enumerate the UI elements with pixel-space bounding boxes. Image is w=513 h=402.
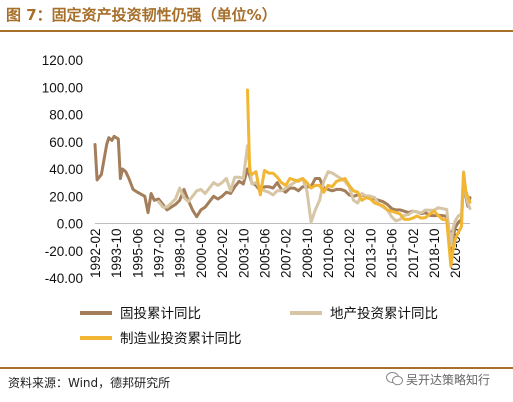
y-tick-label: -20.00 xyxy=(45,244,83,259)
y-tick-label: 120.00 xyxy=(42,53,83,68)
y-tick-label: -40.00 xyxy=(45,271,83,286)
x-tick-label: 2018-10 xyxy=(427,229,442,279)
x-tick-label: 2000-06 xyxy=(194,229,209,279)
x-tick-label: 2008-10 xyxy=(300,229,315,279)
x-tick-label: 1992-02 xyxy=(88,229,103,279)
y-tick-label: 60.00 xyxy=(49,135,83,150)
y-tick-label: 80.00 xyxy=(49,108,83,123)
title-divider xyxy=(0,30,513,32)
y-tick-label: 40.00 xyxy=(49,162,83,177)
legend-label: 固投累计同比 xyxy=(120,306,201,322)
y-tick-label: 100.00 xyxy=(42,80,83,95)
x-tick-label: 2010-06 xyxy=(321,229,336,279)
x-tick-label: 2007-02 xyxy=(279,229,294,279)
y-tick-label: 0.00 xyxy=(57,217,83,232)
y-axis: 120.00 100.00 80.00 60.00 40.00 20.00 0.00 -20.… xyxy=(42,53,83,286)
source-note: 资料来源：Wind，德邦研究所 xyxy=(8,376,171,390)
chart-title: 图 7：固定资产投资韧性仍强（单位%） xyxy=(6,6,277,24)
x-tick-label: 2003-10 xyxy=(236,229,251,279)
watermark: 吴开达策略知行 xyxy=(386,371,490,388)
y-tick-label: 20.00 xyxy=(49,189,83,204)
watermark-text: 吴开达策略知行 xyxy=(406,373,491,387)
x-tick-label: 2012-02 xyxy=(342,229,357,279)
x-tick-label: 1995-06 xyxy=(130,229,145,279)
legend-label: 地产投资累计同比 xyxy=(330,306,438,322)
series-lines xyxy=(93,88,472,268)
x-tick-label: 1993-10 xyxy=(109,229,124,279)
x-tick-label: 2005-06 xyxy=(257,229,272,279)
x-axis: 1992-02 1993-10 1995-06 1997-02 1998-10 2000-… xyxy=(88,223,470,279)
x-tick-label: 1997-02 xyxy=(152,229,167,279)
series-line-manufacturing xyxy=(246,88,472,268)
wechat-icon xyxy=(386,372,403,386)
footer-divider xyxy=(0,367,513,369)
x-tick-label: 2015-06 xyxy=(385,229,400,279)
line-chart: 120.00 100.00 80.00 60.00 40.00 20.00 0.00 -20.… xyxy=(42,53,472,347)
x-tick-label: 1998-10 xyxy=(173,229,188,279)
x-tick-label: 2017-02 xyxy=(406,229,421,279)
x-tick-label: 2002-02 xyxy=(215,229,230,279)
legend-label: 制造业投资累计同比 xyxy=(120,331,242,347)
x-tick-label: 2013-10 xyxy=(363,229,378,279)
